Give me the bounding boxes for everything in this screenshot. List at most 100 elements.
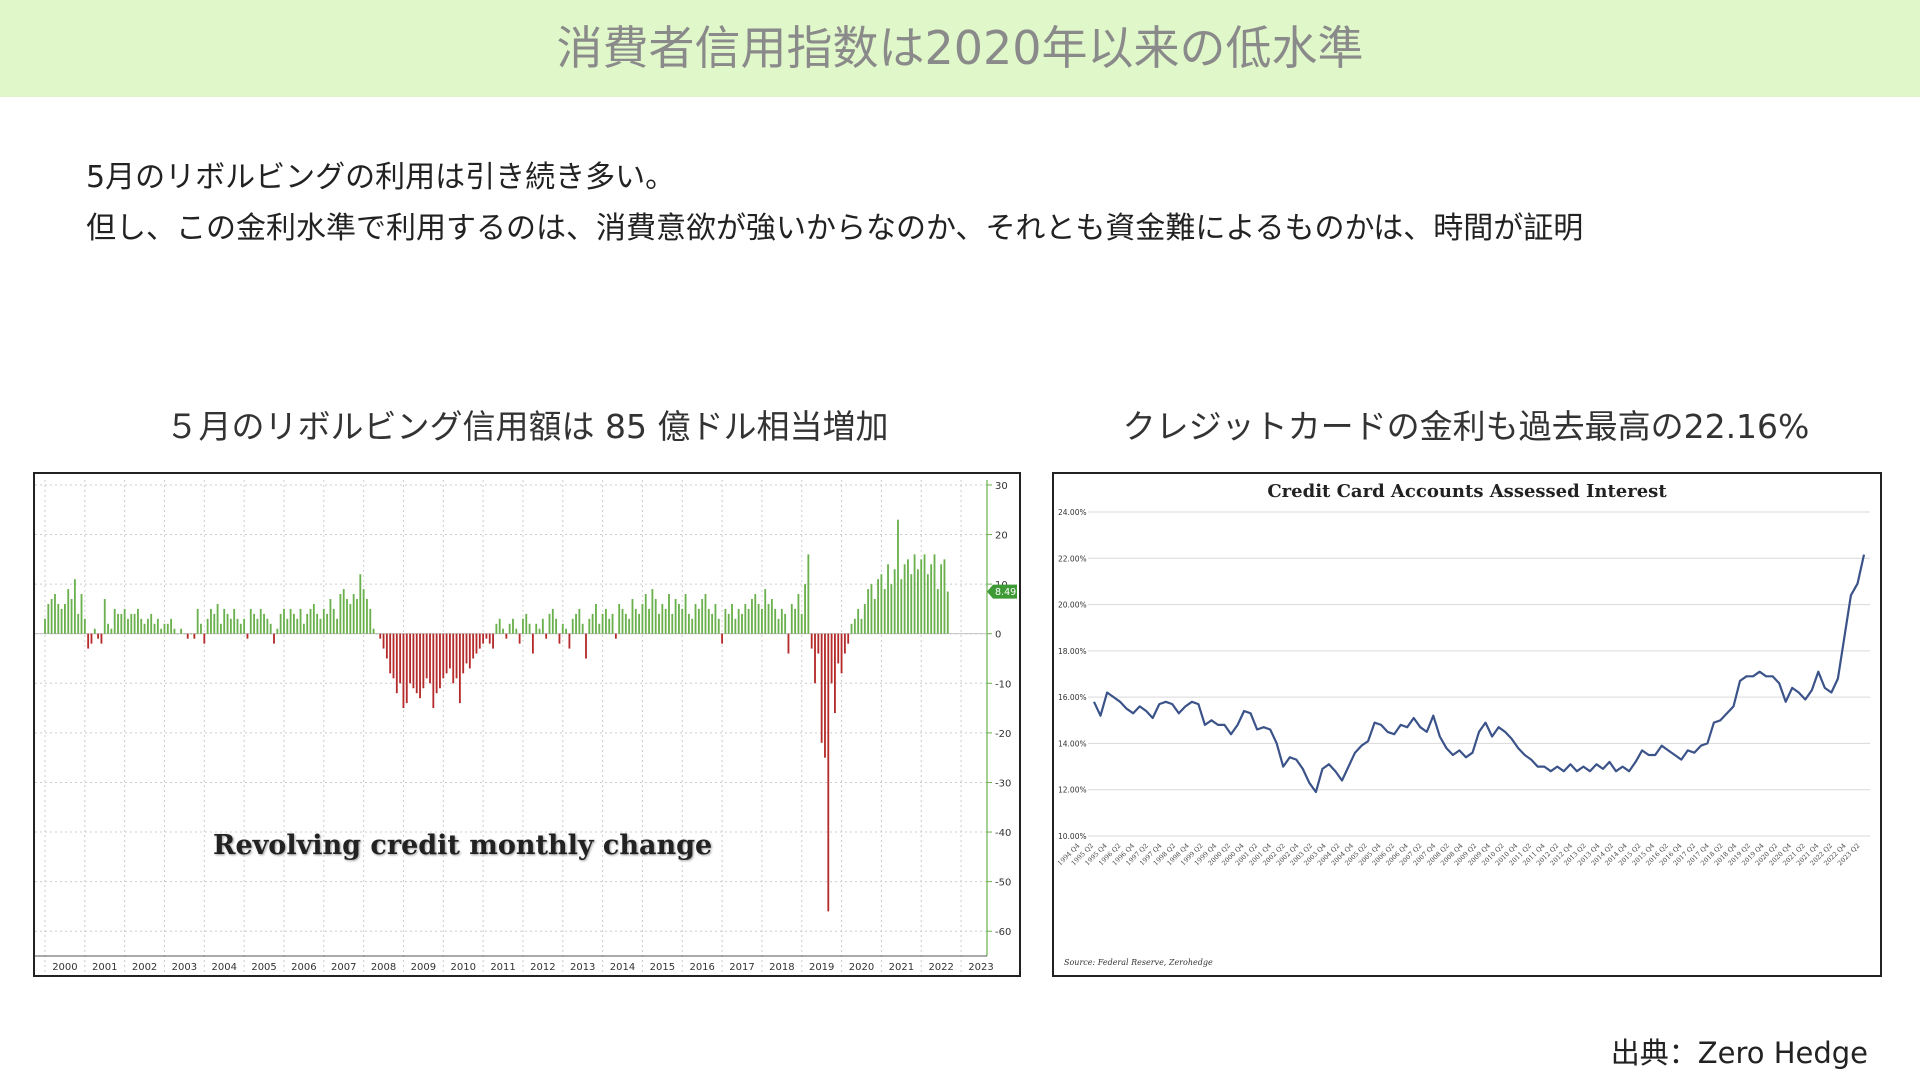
- bar: [541, 618, 544, 634]
- x-tick-label: 2004: [212, 962, 237, 973]
- bar: [372, 628, 375, 634]
- bar: [50, 599, 53, 634]
- bar: [259, 608, 262, 634]
- bar: [890, 584, 893, 634]
- bar: [389, 633, 392, 674]
- bar: [409, 633, 412, 684]
- bar: [907, 559, 909, 634]
- bar: [57, 603, 60, 634]
- bar: [664, 608, 667, 634]
- bar: [359, 574, 362, 634]
- bar: [588, 618, 591, 634]
- bar: [658, 613, 660, 634]
- series-line: [1093, 554, 1866, 794]
- chart-title: Credit Card Accounts Assessed Interest: [1267, 481, 1667, 502]
- bar: [744, 603, 747, 634]
- bar: [926, 574, 929, 634]
- bar: [266, 618, 269, 634]
- bar: [595, 603, 597, 634]
- x-tick-label: 2007: [331, 962, 356, 973]
- bar: [518, 633, 521, 644]
- bar: [239, 623, 242, 634]
- y-tick-label: 18.00%: [1058, 647, 1087, 656]
- bar: [465, 633, 468, 664]
- bar: [843, 633, 846, 654]
- bar: [697, 608, 700, 634]
- revolving-credit-chart: 30 2010 0 -10 -20 -30 -40 -50 -60 2000 2001 2002 200…: [33, 472, 1022, 977]
- bar: [817, 633, 820, 654]
- bar: [558, 633, 561, 644]
- y-tick-label: -20: [995, 729, 1011, 740]
- last-value-marker: [987, 584, 1017, 599]
- bar: [575, 613, 577, 634]
- y-tick-label: 0: [995, 630, 1001, 641]
- bar: [644, 594, 647, 634]
- bar: [757, 603, 760, 634]
- bar: [415, 633, 418, 694]
- bar: [276, 628, 279, 634]
- bar: [366, 599, 368, 634]
- bar: [674, 599, 677, 634]
- bar: [535, 623, 538, 634]
- y-tick-label: -50: [995, 878, 1011, 889]
- bar: [747, 608, 750, 634]
- bar: [67, 589, 70, 634]
- revolving-credit-svg: 30 2010 0 -10 -20 -30 -40 -50 -60 2000 2001 2002 200…: [35, 480, 1022, 974]
- y-tick-label: 22.00%: [1058, 554, 1087, 563]
- x-tick-label: 2017: [729, 962, 754, 973]
- bar: [754, 594, 757, 634]
- bar: [190, 633, 192, 635]
- bar: [787, 633, 790, 654]
- bar: [528, 623, 531, 634]
- summary-line-1: 5月のリボルビングの利用は引き続き多い。: [86, 160, 676, 195]
- bar: [352, 594, 355, 634]
- bar: [797, 594, 800, 634]
- bar: [419, 633, 421, 699]
- x-tick-label: 2012: [530, 962, 555, 973]
- bar: [455, 633, 458, 679]
- bar: [223, 608, 226, 634]
- bar: [90, 633, 93, 644]
- bar: [405, 633, 408, 704]
- bar: [47, 603, 50, 634]
- bar: [299, 608, 302, 634]
- x-tick-label: 2008: [371, 962, 396, 973]
- bar: [860, 618, 863, 634]
- bar: [820, 633, 823, 743]
- bar: [568, 633, 571, 649]
- bar: [127, 618, 129, 634]
- bar: [316, 613, 319, 634]
- bar: [54, 594, 56, 634]
- x-tick-label: 2001: [92, 962, 117, 973]
- y-tick-label: -60: [995, 927, 1011, 938]
- bar: [243, 618, 246, 634]
- bar: [857, 608, 860, 634]
- bar: [153, 623, 156, 634]
- bar: [83, 618, 86, 634]
- bar: [166, 623, 169, 634]
- bar: [847, 633, 850, 644]
- x-tick-label: 2010: [450, 962, 475, 973]
- bar: [741, 613, 743, 634]
- bar: [80, 594, 83, 634]
- bar: [707, 608, 710, 634]
- bar: [435, 633, 438, 694]
- bar: [681, 608, 684, 634]
- bar: [442, 633, 445, 679]
- bar: [853, 618, 856, 634]
- bar: [429, 633, 431, 684]
- bar: [923, 554, 926, 634]
- bar: [173, 628, 176, 634]
- bar: [578, 608, 581, 634]
- bar: [213, 613, 216, 634]
- bar: [449, 633, 451, 669]
- bar: [605, 608, 607, 634]
- bar: [840, 633, 843, 674]
- left-chart-title: ５月のリボルビング信用額は 85 億ドル相当増加: [165, 407, 889, 446]
- bar: [837, 633, 840, 664]
- bar: [200, 623, 202, 634]
- bar: [585, 633, 587, 659]
- bar: [137, 608, 139, 634]
- bar: [717, 618, 720, 634]
- bar: [827, 633, 830, 912]
